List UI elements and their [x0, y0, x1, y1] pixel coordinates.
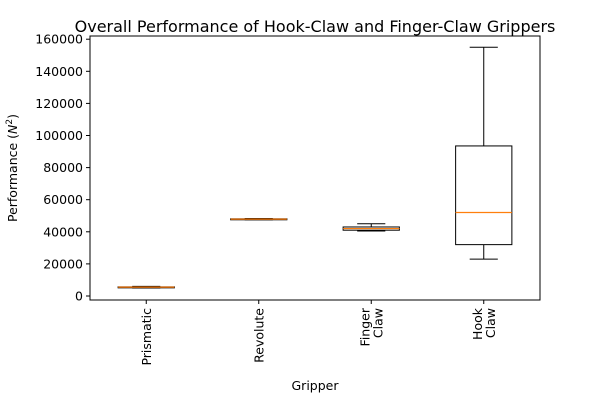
- y-axis-label: Performance (N2): [5, 114, 20, 222]
- y-tick-label: 60000: [43, 192, 83, 207]
- x-tick-label: Prismatic: [139, 308, 154, 366]
- plot-frame: [89, 35, 541, 301]
- x-axis-label: Gripper: [292, 378, 340, 393]
- y-tick-label: 0: [75, 288, 83, 303]
- y-tick-label: 20000: [43, 256, 83, 271]
- x-tick-label: Hook: [470, 307, 485, 340]
- y-tick-label: 100000: [35, 128, 83, 143]
- x-tick-label: Revolute: [251, 308, 266, 363]
- x-tick-label: Claw: [370, 308, 385, 338]
- box-2: [342, 223, 400, 232]
- box-iqr: [455, 145, 513, 246]
- y-tick-label: 160000: [35, 32, 83, 47]
- y-tick-label: 140000: [35, 64, 83, 79]
- y-tick-label: 120000: [35, 96, 83, 111]
- chart-title: Overall Performance of Hook-Claw and Fin…: [75, 17, 556, 36]
- box-0: [117, 285, 175, 289]
- y-tick-label: 40000: [43, 224, 83, 239]
- box-1: [230, 217, 288, 221]
- x-tick-label: Finger: [357, 307, 372, 346]
- y-tick-label: 80000: [43, 160, 83, 175]
- x-tick-label: Claw: [483, 308, 498, 338]
- box-3: [455, 46, 513, 260]
- boxes: [117, 46, 513, 289]
- y-axis: 0 20000 40000 60000 80000 100000 120000 140000 1…: [35, 32, 90, 303]
